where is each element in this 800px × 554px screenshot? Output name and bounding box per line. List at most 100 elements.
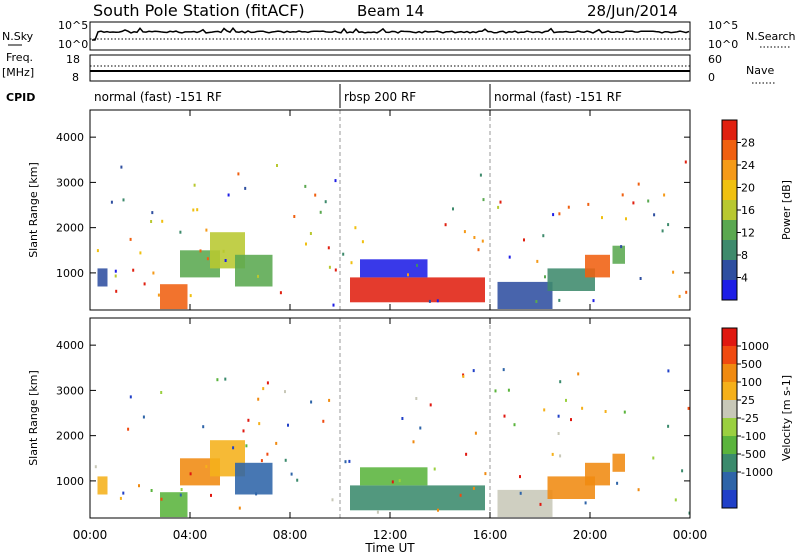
scatter-speck xyxy=(508,255,511,259)
colorbar-swatch xyxy=(722,472,737,491)
scatter-speck xyxy=(157,293,160,297)
scatter-speck xyxy=(601,216,603,220)
scatter-speck xyxy=(623,410,626,414)
scatter-speck xyxy=(616,481,619,485)
scatter-speck xyxy=(497,205,500,209)
cpid-panel: CPID normal (fast) -151 RF rbsp 200 RF nor… xyxy=(6,84,622,108)
scatter-speck xyxy=(179,493,182,497)
scatter-speck xyxy=(674,498,677,502)
scatter-speck xyxy=(429,403,432,407)
scatter-speck xyxy=(160,497,163,501)
scatter-speck xyxy=(415,397,418,400)
scatter-speck xyxy=(557,414,560,418)
scatter-region xyxy=(97,476,108,495)
sky-right-tick-top: 10^5 xyxy=(708,19,738,32)
colorbar-tick-label: 500 xyxy=(741,358,762,371)
scatter-region xyxy=(160,284,188,310)
scatter-speck xyxy=(189,294,192,298)
scatter-speck xyxy=(361,240,364,244)
colorbar-swatch xyxy=(722,220,737,241)
scatter-speck xyxy=(110,200,113,204)
scatter-speck xyxy=(224,259,227,262)
scatter-speck xyxy=(463,230,466,234)
scatter-speck xyxy=(143,282,146,286)
colorbar-tick-label: 16 xyxy=(741,204,755,217)
scatter-speck xyxy=(472,486,475,490)
colorbar-tick-label: 28 xyxy=(741,137,755,150)
colorbar-label: Velocity [m s-1] xyxy=(780,375,793,461)
scatter-speck xyxy=(196,208,199,212)
scatter-speck xyxy=(334,268,337,272)
x-tick-label: 08:00 xyxy=(273,528,308,542)
scatter-speck xyxy=(142,415,145,419)
scatter-speck xyxy=(216,378,219,382)
scatter-speck xyxy=(127,427,130,431)
scatter-speck xyxy=(199,249,202,253)
scatter-speck xyxy=(354,226,357,230)
colorbar-swatch xyxy=(722,490,737,509)
nave-label: Nave xyxy=(746,64,774,77)
scatter-speck xyxy=(161,219,164,223)
scatter-speck xyxy=(412,440,415,444)
scatter-speck xyxy=(266,452,269,456)
scatter-speck xyxy=(150,220,153,223)
scatter-speck xyxy=(477,248,480,252)
scatter-speck xyxy=(257,397,260,401)
sky-panel: N.Sky 10^5 10^0 10^5 10^0 N.Search xyxy=(2,19,796,51)
scatter-speck xyxy=(661,229,664,233)
freq-panel-frame xyxy=(89,54,691,82)
scatter-speck xyxy=(115,289,118,293)
scatter-region xyxy=(585,254,610,278)
scatter-speck xyxy=(322,419,325,423)
scatter-speck xyxy=(152,271,155,275)
scatter-speck xyxy=(262,387,265,391)
scatter-speck xyxy=(552,213,555,217)
scatter-speck xyxy=(452,207,454,211)
scatter-speck xyxy=(160,391,163,394)
colorbar-tick-label: 24 xyxy=(741,159,755,172)
scatter-speck xyxy=(494,389,497,393)
time-axis: Time UT 00:00 04:00 08:00 12:00 16:00 20:00 00… xyxy=(73,528,708,554)
colorbar-tick-label: 1000 xyxy=(741,340,769,353)
x-tick-label: 00:00 xyxy=(673,528,708,542)
scatter-speck xyxy=(244,186,247,190)
scatter-speck xyxy=(150,489,153,492)
scatter-speck xyxy=(328,265,331,269)
scatter-speck xyxy=(542,234,545,238)
scatter-speck xyxy=(122,491,125,495)
freq-panel: Freq. [MHz] 18 8 60 0 Nave xyxy=(2,51,776,84)
scatter-region xyxy=(360,259,428,278)
scatter-speck xyxy=(276,164,278,167)
scatter-speck xyxy=(192,208,195,212)
colorbar-swatch xyxy=(722,364,737,383)
scatter-speck xyxy=(604,410,607,413)
scatter-region xyxy=(350,277,485,303)
scatter-speck xyxy=(433,467,436,471)
scatter-speck xyxy=(151,211,154,215)
scatter-speck xyxy=(324,200,327,204)
colorbar-tick-label: 20 xyxy=(741,182,755,195)
scatter-speck xyxy=(559,454,562,458)
scatter-speck xyxy=(535,300,538,303)
scatter-region xyxy=(612,453,625,472)
scatter-speck xyxy=(558,212,561,216)
scatter-speck xyxy=(621,193,624,197)
colorbar-tick-label: 25 xyxy=(741,394,755,407)
scatter-speck xyxy=(587,202,590,206)
scatter-speck xyxy=(523,238,525,242)
y-tick-label: 3000 xyxy=(56,176,84,189)
sky-left-tick-top: 10^5 xyxy=(58,19,88,32)
scatter-speck xyxy=(637,488,640,492)
scatter-speck xyxy=(332,303,335,307)
x-tick-label: 04:00 xyxy=(173,528,208,542)
y-tick-label: 2000 xyxy=(56,430,84,443)
scatter-speck xyxy=(437,508,439,512)
y-tick-label: 2000 xyxy=(56,222,84,235)
scatter-speck xyxy=(279,291,282,295)
scatter-speck xyxy=(314,193,317,197)
time-axis-label: Time UT xyxy=(364,541,415,554)
cpid-label: CPID xyxy=(6,91,35,104)
scatter-region xyxy=(97,268,108,287)
scatter-speck xyxy=(639,277,642,280)
